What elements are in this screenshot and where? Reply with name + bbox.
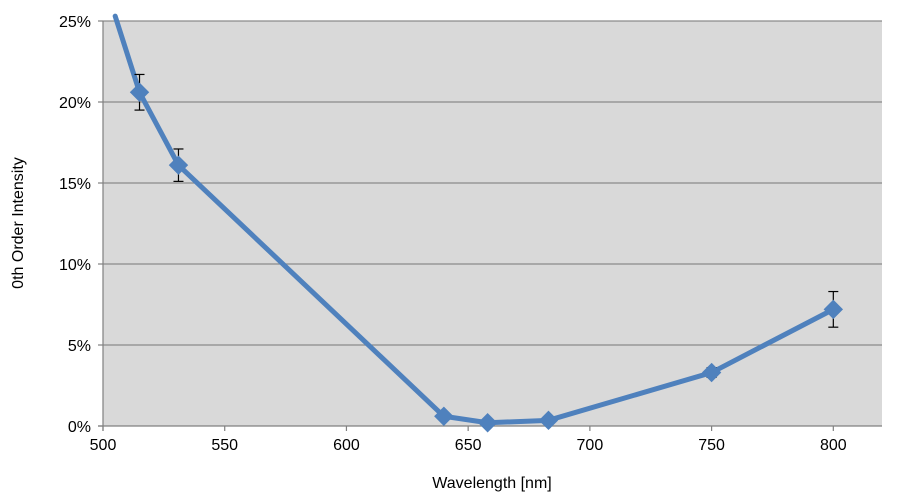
data-point-marker xyxy=(168,155,189,175)
x-tick-label: 500 xyxy=(90,437,117,454)
x-tick-label: 650 xyxy=(455,437,482,454)
data-point-marker xyxy=(538,410,559,431)
data-point-marker xyxy=(434,406,454,426)
plot-area xyxy=(103,21,882,426)
series-group xyxy=(112,13,844,433)
x-axis-title: Wavelength [nm] xyxy=(432,475,551,492)
x-tick-label: 800 xyxy=(820,437,847,454)
y-tick-label: 15% xyxy=(59,176,91,193)
series-line xyxy=(112,13,836,426)
data-point-marker xyxy=(823,299,844,320)
tick-labels: 0% 5% 10% 15% 20% 25% 500 550 600 650 700 750 800 xyxy=(59,14,847,454)
x-tick-label: 700 xyxy=(577,437,604,454)
data-point-marker xyxy=(477,413,498,433)
data-point-marker xyxy=(701,362,722,383)
y-tick-label: 5% xyxy=(68,338,91,355)
y-tick-label: 10% xyxy=(59,257,91,274)
y-tick-label: 20% xyxy=(59,95,91,112)
x-tick-label: 600 xyxy=(333,437,360,454)
x-tick-label: 550 xyxy=(211,437,238,454)
y-tick-label: 25% xyxy=(59,14,91,31)
data-point-marker xyxy=(129,82,150,102)
x-tick-label: 750 xyxy=(698,437,725,454)
y-tick-label: 0% xyxy=(68,419,91,436)
y-axis-title: 0th Order Intensity xyxy=(10,157,27,289)
gridlines xyxy=(103,20,882,346)
